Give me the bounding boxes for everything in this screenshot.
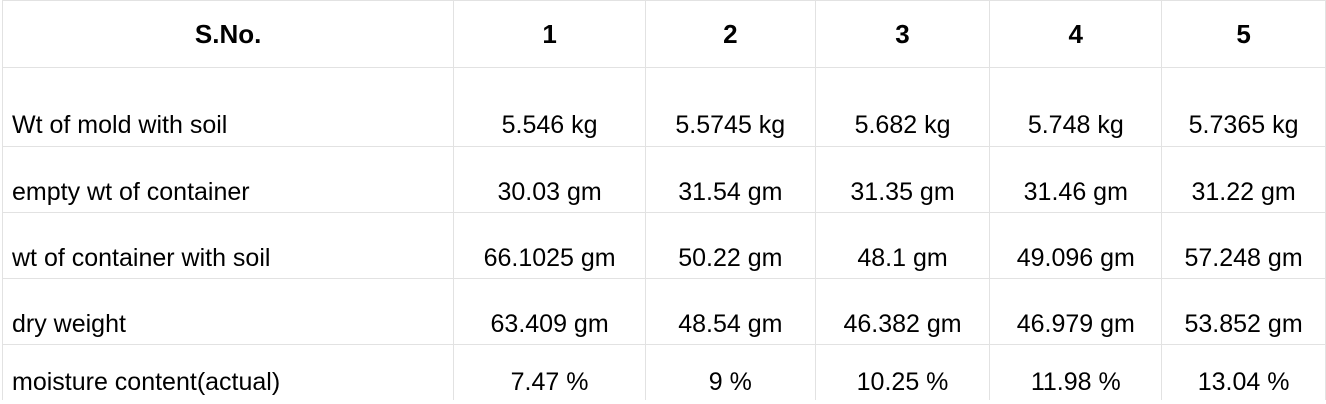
table-row: Wt of mold with soil 5.546 kg 5.5745 kg … — [1, 67, 1326, 147]
row-label[interactable]: empty wt of container — [1, 146, 455, 213]
table-cell[interactable]: 31.54 gm — [644, 146, 816, 213]
table-cell[interactable]: 5.5745 kg — [644, 67, 816, 147]
table-cell[interactable]: 31.35 gm — [814, 146, 991, 213]
header-cell-sno[interactable]: S.No. — [1, 0, 455, 68]
table-cell[interactable]: 5.7365 kg — [1161, 67, 1326, 147]
table-cell[interactable]: 30.03 gm — [453, 146, 646, 213]
header-cell-3[interactable]: 3 — [814, 0, 991, 68]
table-cell[interactable]: 66.1025 gm — [453, 212, 646, 279]
table-cell[interactable]: 53.852 gm — [1161, 278, 1326, 345]
table-cell[interactable]: 48.1 gm — [814, 212, 991, 279]
table-cell[interactable]: 63.409 gm — [453, 278, 646, 345]
table-cell[interactable]: 57.248 gm — [1161, 212, 1326, 279]
table-row: dry weight 63.409 gm 48.54 gm 46.382 gm … — [1, 278, 1326, 345]
table-cell[interactable]: 5.748 kg — [989, 67, 1163, 147]
table-cell[interactable]: 9 % — [644, 344, 816, 400]
header-row: S.No. 1 2 3 4 5 — [1, 0, 1326, 68]
row-label[interactable]: Wt of mold with soil — [1, 67, 455, 147]
table-cell[interactable]: 50.22 gm — [644, 212, 816, 279]
table-cell[interactable]: 10.25 % — [814, 344, 991, 400]
table-cell[interactable]: 46.382 gm — [814, 278, 991, 345]
row-label[interactable]: moisture content(actual) — [1, 344, 455, 400]
table-cell[interactable]: 31.46 gm — [989, 146, 1163, 213]
table-cell[interactable]: 5.682 kg — [814, 67, 991, 147]
row-label[interactable]: wt of container with soil — [1, 212, 455, 279]
header-cell-5[interactable]: 5 — [1161, 0, 1326, 68]
row-label[interactable]: dry weight — [1, 278, 455, 345]
header-cell-2[interactable]: 2 — [644, 0, 816, 68]
table-cell[interactable]: 7.47 % — [453, 344, 646, 400]
table-cell[interactable]: 46.979 gm — [989, 278, 1163, 345]
table-cell[interactable]: 31.22 gm — [1161, 146, 1326, 213]
table-cell[interactable]: 13.04 % — [1161, 344, 1326, 400]
table-cell[interactable]: 48.54 gm — [644, 278, 816, 345]
header-cell-4[interactable]: 4 — [989, 0, 1163, 68]
table-cell[interactable]: 5.546 kg — [453, 67, 646, 147]
table-cell[interactable]: 49.096 gm — [989, 212, 1163, 279]
table-row: empty wt of container 30.03 gm 31.54 gm … — [1, 146, 1326, 213]
header-cell-1[interactable]: 1 — [453, 0, 646, 68]
table-row: moisture content(actual) 7.47 % 9 % 10.2… — [1, 344, 1326, 400]
table-row: wt of container with soil 66.1025 gm 50.… — [1, 212, 1326, 279]
table-cell[interactable]: 11.98 % — [989, 344, 1163, 400]
